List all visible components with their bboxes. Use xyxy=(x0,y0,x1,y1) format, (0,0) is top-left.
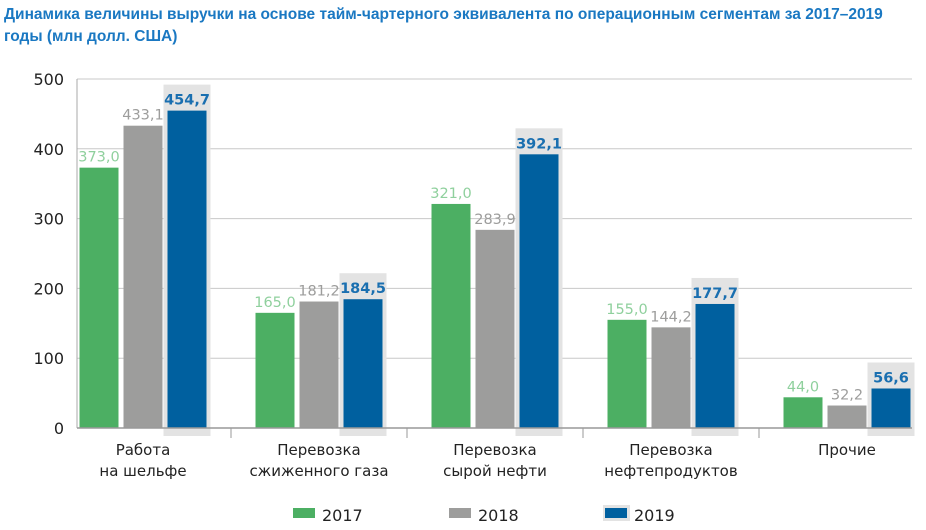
legend-label: 2018 xyxy=(478,506,519,525)
data-label: 184,5 xyxy=(340,281,386,297)
legend-label: 2017 xyxy=(322,506,363,525)
data-label: 283,9 xyxy=(474,212,516,228)
data-label: 321,0 xyxy=(430,186,472,202)
bar-2019 xyxy=(343,299,383,428)
x-tick-label: Работа xyxy=(116,441,171,459)
x-tick-label: на шельфе xyxy=(99,462,186,480)
data-label: 177,7 xyxy=(692,286,738,302)
bar-2019 xyxy=(695,303,735,428)
bar-2017 xyxy=(431,203,471,428)
bar-2018 xyxy=(651,327,691,428)
x-tick-label: Перевозка xyxy=(629,441,713,459)
bar-2019 xyxy=(871,388,911,428)
data-label: 56,6 xyxy=(873,370,909,386)
bar-2018 xyxy=(299,301,339,428)
data-label: 392,1 xyxy=(516,136,562,152)
bar-2019 xyxy=(167,110,207,429)
y-tick-label: 300 xyxy=(33,210,64,229)
x-tick-label: Перевозка xyxy=(277,441,361,459)
y-tick-label: 100 xyxy=(33,349,64,368)
bar-2017 xyxy=(79,167,119,428)
legend-label: 2019 xyxy=(634,506,675,525)
x-tick-label: нефтепродуктов xyxy=(604,462,737,480)
y-tick-label: 200 xyxy=(33,279,64,298)
x-tick-label: Прочие xyxy=(818,441,876,459)
y-tick-label: 400 xyxy=(33,140,64,159)
x-tick-label: Перевозка xyxy=(453,441,537,459)
bar-2018 xyxy=(827,405,867,428)
chart-title: Динамика величины выручки на основе тайм… xyxy=(4,6,883,45)
legend-swatch-2017 xyxy=(293,508,315,518)
bar-2019 xyxy=(519,154,559,428)
bar-2017 xyxy=(783,397,823,428)
data-label: 165,0 xyxy=(254,295,296,311)
data-label: 433,1 xyxy=(122,108,164,124)
legend-swatch-2019 xyxy=(605,508,627,518)
bar-2018 xyxy=(475,229,515,428)
data-label: 373,0 xyxy=(78,150,120,166)
bar-2017 xyxy=(255,312,295,428)
legend-swatch-2018 xyxy=(449,508,471,518)
data-label: 144,2 xyxy=(650,309,692,325)
data-label: 32,2 xyxy=(831,388,863,404)
bar-2018 xyxy=(123,125,163,428)
data-label: 155,0 xyxy=(606,302,648,318)
data-label: 454,7 xyxy=(164,93,210,109)
data-label: 181,2 xyxy=(298,284,340,300)
x-tick-label: сжиженного газа xyxy=(249,462,388,480)
bar-2017 xyxy=(607,319,647,428)
data-label: 44,0 xyxy=(787,379,819,395)
y-tick-label: 0 xyxy=(54,419,64,438)
y-tick-label: 500 xyxy=(33,70,64,89)
x-tick-label: сырой нефти xyxy=(443,462,547,480)
